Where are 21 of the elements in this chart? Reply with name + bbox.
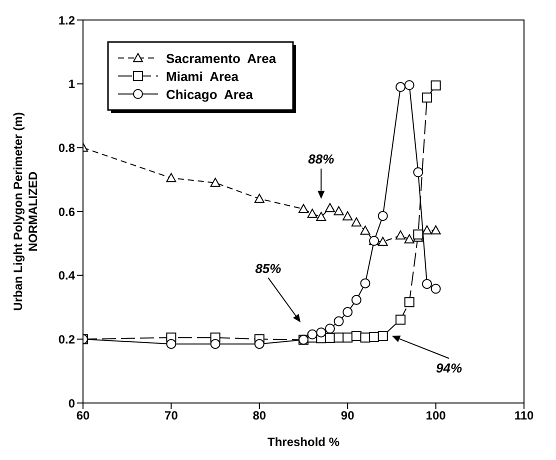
y-tick-label: 0.4 [58,268,76,283]
legend-label: Sacramento Area [166,51,277,66]
x-tick-label: 100 [426,408,446,423]
x-tick-label: 70 [164,408,178,423]
x-tick-label: 80 [252,408,266,423]
y-tick-label: 1 [68,77,76,92]
x-axis-title: Threshold % [267,435,340,449]
y-tick-label: 0 [68,396,76,410]
y-axis-title: Urban Light Polygon Perimeter (m) NORMALIZED [11,112,40,311]
x-tick-label: 90 [340,408,355,423]
x-tick-label: 110 [514,408,534,423]
legend-label: Miami Area [166,69,240,84]
annotation: 85% [255,260,282,276]
y-tick-label: 0.6 [58,204,76,219]
y-tick-label: 0.8 [58,140,76,155]
annotation: 94% [436,360,462,376]
y-tick-label: 1.2 [58,13,76,28]
legend-label: Chicago Area [166,87,254,102]
x-tick-label: 60 [76,408,90,423]
y-tick-label: 0.2 [58,332,76,346]
annotation: 88% [308,152,335,167]
